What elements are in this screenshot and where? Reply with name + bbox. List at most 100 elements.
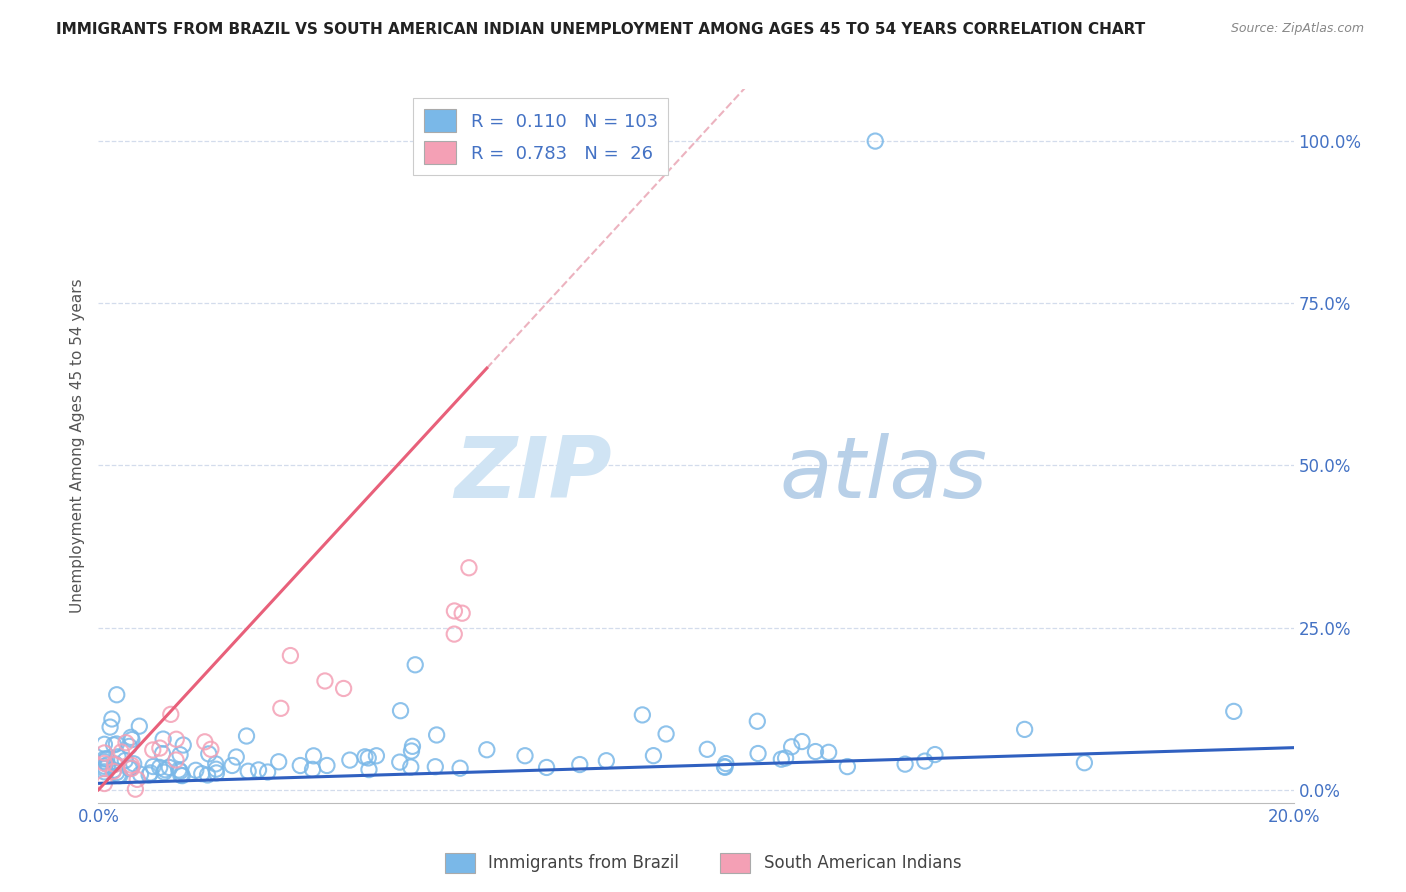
Point (865, 134, 887, 148)
Point (316, 758, 339, 772)
Point (149, 760, 172, 774)
Point (139, 765, 162, 780)
Point (172, 769, 194, 783)
Point (157, 760, 180, 774)
Point (238, 764, 260, 779)
Point (205, 766, 228, 780)
Point (172, 738, 194, 752)
Point (256, 764, 278, 779)
Point (153, 765, 176, 780)
Point (93, 756, 115, 771)
Point (93, 762, 115, 776)
Point (153, 763, 176, 777)
Text: ZIP: ZIP (454, 433, 613, 516)
Point (107, 768, 129, 782)
Point (197, 747, 219, 761)
Point (165, 732, 187, 747)
Point (103, 763, 125, 777)
Point (568, 757, 591, 772)
Point (536, 760, 558, 774)
Point (837, 759, 859, 773)
Point (775, 751, 797, 765)
Point (105, 765, 128, 780)
Point (184, 764, 207, 778)
Point (93, 776, 115, 790)
Point (401, 739, 423, 754)
Point (127, 772, 149, 787)
Point (1073, 756, 1095, 770)
Point (93, 746, 115, 760)
Point (780, 739, 803, 754)
Point (205, 762, 228, 776)
Point (121, 761, 143, 775)
Point (114, 753, 136, 767)
Point (142, 759, 165, 773)
Point (197, 768, 219, 782)
Point (167, 763, 190, 777)
Point (894, 757, 917, 772)
Point (169, 747, 191, 762)
Point (595, 754, 617, 768)
Point (747, 714, 769, 729)
Point (101, 712, 124, 726)
Point (714, 760, 737, 774)
Point (118, 762, 141, 776)
Point (339, 753, 361, 767)
Point (124, 782, 146, 797)
Text: atlas: atlas (779, 433, 987, 516)
Point (1014, 723, 1036, 737)
Point (93, 764, 115, 779)
Point (332, 681, 354, 696)
Point (914, 754, 936, 768)
Point (159, 707, 181, 722)
Point (96, 752, 118, 766)
Point (270, 701, 292, 715)
Point (128, 719, 150, 733)
Point (770, 752, 793, 766)
Point (747, 747, 769, 761)
Point (105, 688, 128, 702)
Legend: Immigrants from Brazil, South American Indians: Immigrants from Brazil, South American I… (437, 847, 969, 880)
Point (655, 727, 678, 741)
Point (696, 742, 718, 756)
Point (190, 766, 212, 780)
Point (301, 763, 323, 777)
Point (221, 758, 243, 772)
Point (129, 767, 152, 781)
Point (302, 748, 325, 763)
Point (513, 748, 536, 763)
Point (443, 627, 465, 641)
Point (426, 728, 449, 742)
Point (97, 757, 120, 772)
Point (105, 737, 128, 751)
Point (713, 759, 735, 773)
Point (280, 648, 302, 663)
Legend: R =  0.110   N = 103, R =  0.783   N =  26: R = 0.110 N = 103, R = 0.783 N = 26 (413, 98, 668, 176)
Point (451, 606, 474, 620)
Point (804, 745, 827, 759)
Point (267, 755, 290, 769)
Point (357, 751, 380, 765)
Point (138, 768, 160, 782)
Point (149, 741, 172, 756)
Point (790, 734, 813, 748)
Point (1223, 705, 1246, 719)
Point (631, 707, 654, 722)
Point (458, 560, 481, 574)
Point (165, 753, 187, 767)
Point (357, 763, 380, 777)
Point (204, 756, 226, 771)
Point (401, 744, 423, 758)
Point (314, 673, 336, 688)
Point (714, 756, 737, 771)
Y-axis label: Unemployment Among Ages 45 to 54 years: Unemployment Among Ages 45 to 54 years (69, 278, 84, 614)
Point (142, 743, 165, 757)
Point (388, 755, 411, 769)
Point (93, 737, 115, 751)
Point (98, 720, 121, 734)
Point (169, 764, 191, 779)
Point (354, 749, 377, 764)
Point (93, 759, 115, 773)
Point (817, 745, 839, 759)
Point (247, 763, 270, 777)
